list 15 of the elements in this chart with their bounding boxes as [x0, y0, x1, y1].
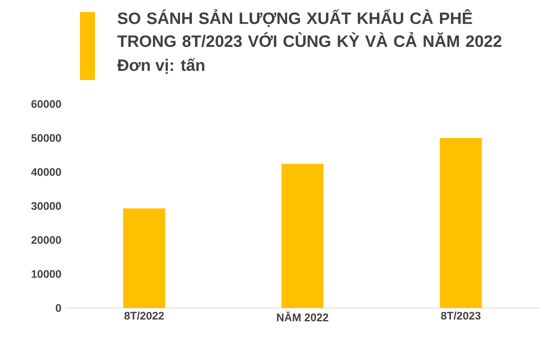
y-tick-label: 20000 [31, 236, 62, 244]
chart-subtitle: Đơn vị: tấn [117, 58, 204, 74]
bar [440, 138, 482, 308]
y-tick-label: 10000 [32, 270, 62, 278]
y-tick-label: 0 [56, 304, 62, 312]
bar [123, 208, 166, 308]
chart-title: SO SÁNH SẢN LƯỢNG XUẤT KHẨU CÀ PHÊ TRONG 8T/2023 VỚI CÙNG KỲ VÀ CẢ NĂM 2022 [117, 9, 502, 48]
y-tick-label: 50000 [31, 134, 62, 142]
x-tick-label: 8T/2022 [124, 312, 164, 320]
x-tick-label: NĂM 2022 [277, 312, 328, 322]
y-tick-label: 40000 [31, 168, 62, 176]
x-tick-label: 8T/2023 [441, 312, 481, 320]
bar [282, 164, 324, 308]
y-tick-label: 30000 [31, 202, 62, 210]
y-tick-label: 60000 [31, 100, 62, 108]
